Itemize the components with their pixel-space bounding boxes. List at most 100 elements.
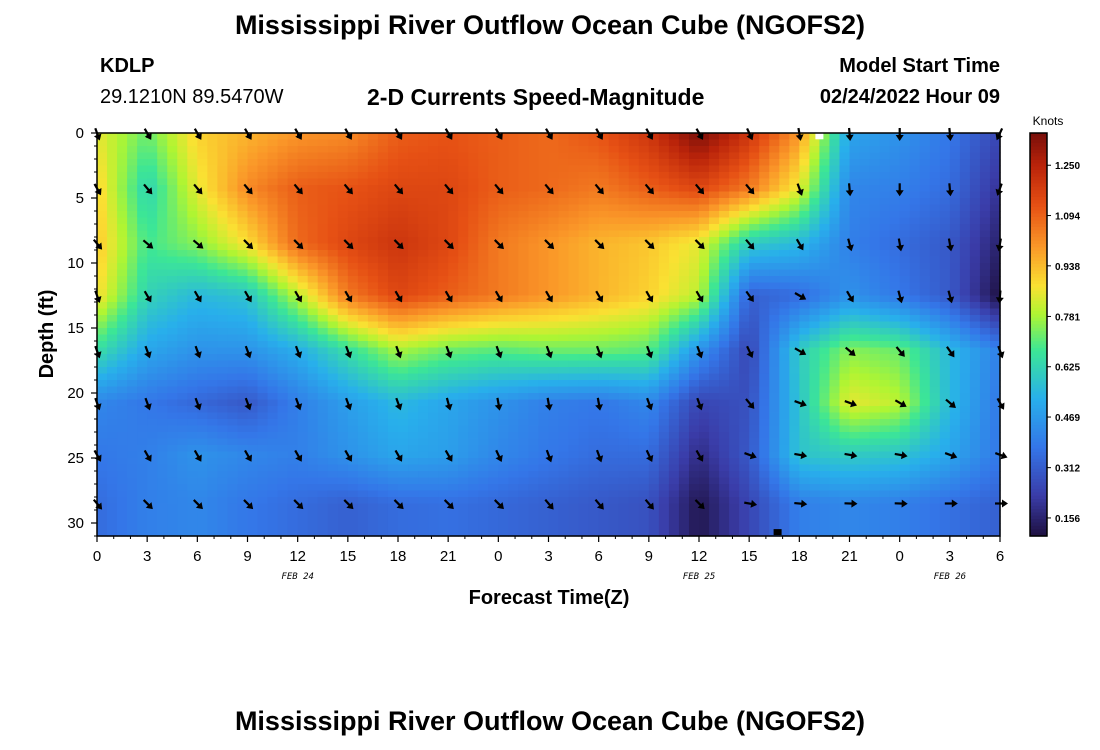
heatmap-cell (398, 204, 409, 212)
heatmap-cell (297, 159, 309, 167)
heatmap-cell (538, 217, 550, 225)
heatmap-cell (518, 256, 530, 264)
heatmap-cell (337, 438, 349, 446)
heatmap-cell (779, 152, 790, 160)
heatmap-cell (468, 399, 479, 407)
heatmap-cell (628, 412, 640, 420)
heatmap-cell (157, 159, 168, 167)
heatmap-cell (979, 458, 991, 466)
heatmap-cell (899, 380, 911, 388)
heatmap-cell (287, 393, 299, 401)
heatmap-cell (197, 185, 208, 193)
heatmap-cell (558, 159, 570, 167)
heatmap-cell (568, 367, 580, 375)
heatmap-cell (919, 334, 931, 342)
heatmap-cell (709, 341, 720, 349)
heatmap-cell (367, 386, 379, 394)
heatmap-cell (438, 354, 449, 362)
heatmap-cell (799, 445, 810, 453)
heatmap-cell (468, 198, 479, 206)
heatmap-cell (97, 302, 108, 310)
heatmap-cell (578, 360, 590, 368)
heatmap-cell (398, 133, 409, 141)
heatmap-cell (478, 152, 489, 160)
heatmap-cell (337, 308, 349, 316)
heatmap-cell (819, 269, 831, 277)
heatmap-cell (267, 438, 279, 446)
heatmap-cell (709, 237, 720, 245)
heatmap-cell (779, 237, 790, 245)
heatmap-cell (247, 347, 259, 355)
heatmap-cell (779, 146, 790, 154)
heatmap-cell (237, 217, 249, 225)
heatmap-cell (829, 477, 841, 485)
heatmap-cell (919, 152, 931, 160)
heatmap-cell (538, 178, 550, 186)
heatmap-cell (347, 477, 359, 485)
heatmap-cell (648, 256, 660, 264)
heatmap-cell (488, 263, 499, 271)
heatmap-cell (167, 302, 178, 310)
heatmap-cell (949, 315, 961, 323)
heatmap-cell (759, 360, 770, 368)
heatmap-cell (678, 133, 690, 141)
heatmap-cell (518, 269, 530, 277)
heatmap-cell (608, 289, 620, 297)
heatmap-cell (598, 178, 610, 186)
heatmap-cell (759, 178, 770, 186)
heatmap-cell (167, 464, 178, 472)
heatmap-cell (237, 321, 249, 329)
heatmap-cell (849, 412, 861, 420)
heatmap-cell (257, 380, 269, 388)
heatmap-cell (177, 276, 188, 284)
heatmap-cell (287, 185, 299, 193)
heatmap-cell (357, 250, 369, 258)
heatmap-cell (247, 133, 259, 141)
heatmap-cell (949, 419, 961, 427)
heatmap-cell (227, 471, 239, 479)
heatmap-cell (959, 198, 971, 206)
heatmap-cell (949, 438, 961, 446)
heatmap-cell (709, 445, 720, 453)
heatmap-cell (548, 139, 560, 147)
heatmap-cell (107, 490, 118, 498)
heatmap-cell (327, 230, 339, 238)
heatmap-cell (739, 445, 750, 453)
heatmap-cell (197, 477, 208, 485)
heatmap-cell (959, 256, 971, 264)
heatmap-cell (819, 484, 831, 492)
heatmap-cell (628, 471, 640, 479)
heatmap-cell (889, 393, 901, 401)
heatmap-cell (989, 146, 1001, 154)
heatmap-cell (167, 139, 178, 147)
heatmap-cell (207, 425, 218, 433)
heatmap-cell (367, 282, 379, 290)
heatmap-cell (919, 399, 931, 407)
heatmap-cell (538, 399, 550, 407)
heatmap-cell (719, 224, 730, 232)
heatmap-cell (217, 477, 229, 485)
heatmap-cell (648, 159, 660, 167)
heatmap-cell (277, 289, 289, 297)
heatmap-cell (688, 328, 700, 336)
heatmap-cell (277, 139, 289, 147)
heatmap-cell (468, 406, 479, 414)
heatmap-cell (327, 458, 339, 466)
heatmap-cell (508, 341, 519, 349)
heatmap-cell (217, 146, 229, 154)
heatmap-cell (307, 302, 319, 310)
heatmap-cell (237, 477, 249, 485)
heatmap-cell (939, 198, 951, 206)
heatmap-cell (167, 178, 178, 186)
heatmap-cell (548, 334, 560, 342)
heatmap-cell (749, 341, 760, 349)
heatmap-cell (337, 315, 349, 323)
heatmap-cell (127, 152, 138, 160)
heatmap-cell (117, 146, 128, 154)
heatmap-cell (137, 386, 148, 394)
heatmap-cell (317, 159, 329, 167)
heatmap-cell (919, 373, 931, 381)
heatmap-cell (608, 399, 620, 407)
heatmap-cell (729, 276, 740, 284)
heatmap-cell (919, 276, 931, 284)
